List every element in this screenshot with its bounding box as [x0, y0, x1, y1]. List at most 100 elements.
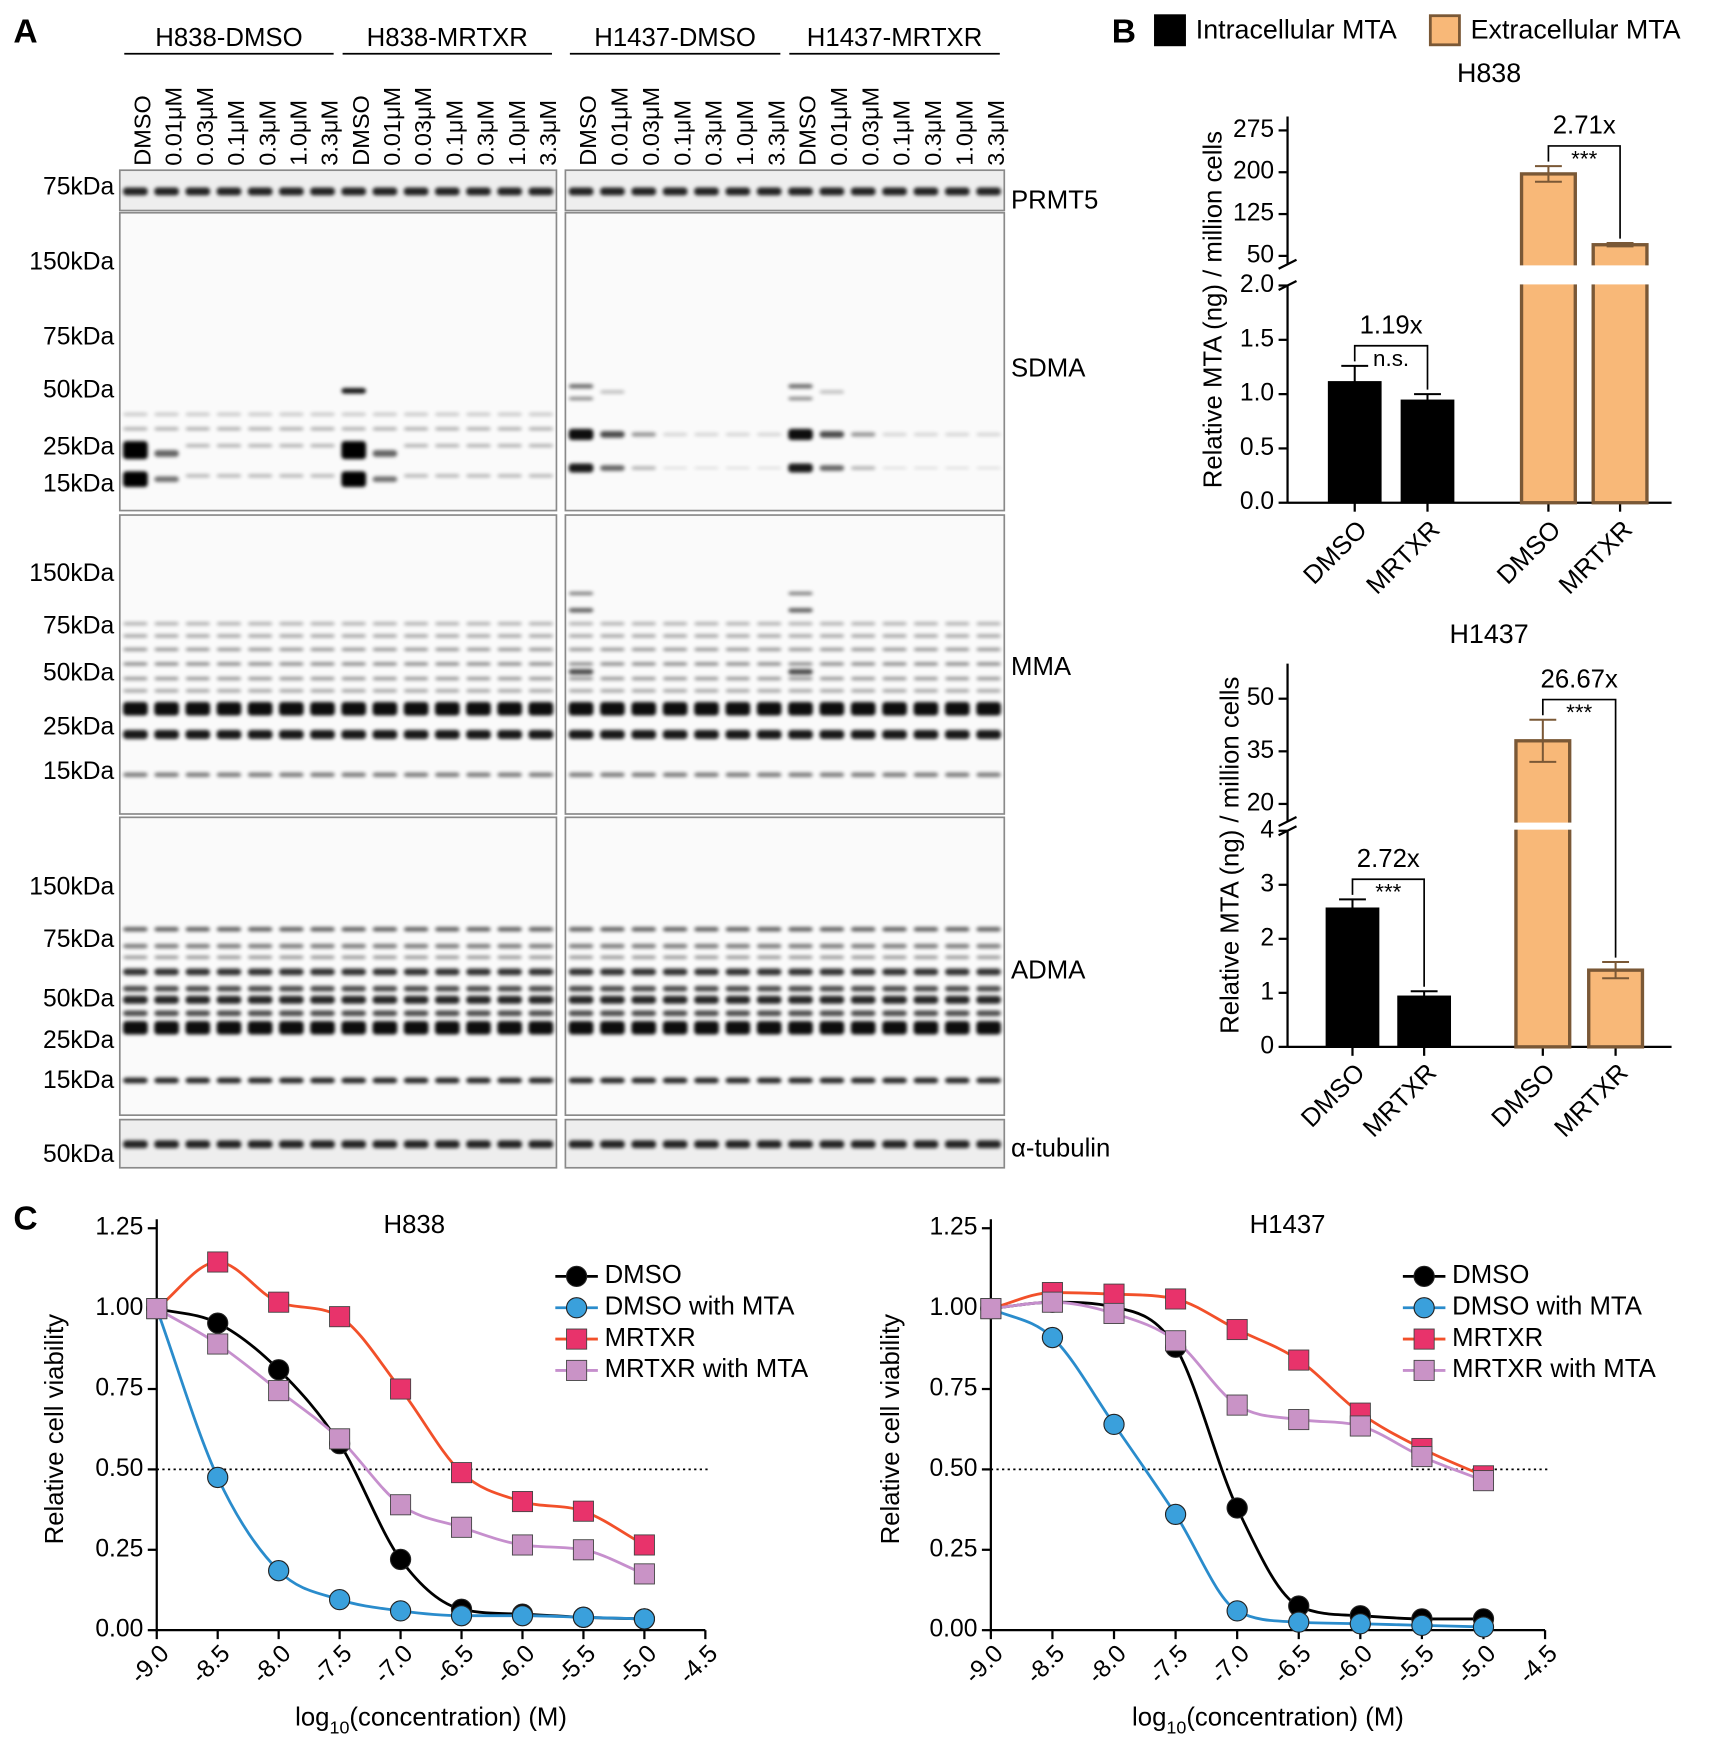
band [528, 1140, 554, 1149]
band [528, 702, 554, 716]
protein-label: α-tubulin [1011, 1135, 1110, 1163]
band [216, 412, 242, 416]
marker-label: 25kDa [43, 713, 114, 740]
band [788, 689, 813, 693]
band [185, 985, 211, 992]
band [568, 943, 594, 949]
band [756, 995, 782, 1004]
band [372, 1021, 398, 1035]
band [185, 412, 211, 416]
band [725, 702, 751, 716]
band [788, 927, 813, 932]
band [788, 396, 813, 401]
marker-label: 150kDa [29, 560, 114, 587]
x-axis-label-part: 10 [1166, 1717, 1186, 1737]
band [403, 995, 429, 1004]
y-tick-label: 0.75 [929, 1375, 977, 1402]
band [123, 471, 148, 488]
protein-label: SDMA [1011, 354, 1086, 382]
band [725, 466, 751, 470]
band [819, 676, 845, 681]
band [600, 772, 625, 778]
band [372, 955, 398, 959]
band [662, 985, 688, 992]
error-bar [1529, 718, 1557, 763]
lane-label: 0.3μM [920, 100, 946, 166]
x-axis-label-part: (concentration) (M) [349, 1703, 567, 1731]
band [403, 662, 429, 666]
lane-label: 0.3μM [473, 100, 499, 166]
band [568, 927, 594, 932]
band [497, 927, 522, 932]
band [434, 474, 460, 478]
band [341, 441, 367, 460]
band [913, 943, 939, 949]
group-label: H838-DMSO [155, 24, 302, 52]
band [882, 1140, 907, 1149]
chart-title: H838 [383, 1211, 445, 1239]
data-point [390, 1494, 412, 1516]
band [756, 634, 782, 638]
band [247, 412, 273, 416]
band [631, 466, 657, 470]
band [631, 702, 657, 716]
lane-label: 0.03μM [192, 87, 218, 166]
marker-label: 75kDa [43, 324, 114, 351]
band [528, 647, 554, 652]
lane-label: 0.03μM [410, 87, 436, 166]
band [600, 647, 625, 652]
band [756, 985, 782, 992]
band [466, 730, 491, 739]
data-point [572, 1606, 595, 1628]
x-axis-label: log10(concentration) (M) [1132, 1703, 1404, 1737]
band [662, 1077, 688, 1084]
data-point [511, 1491, 534, 1513]
band [341, 471, 367, 488]
band [466, 647, 491, 652]
y-tick-label: 1.5 [1240, 325, 1274, 352]
band [497, 412, 522, 416]
band [600, 621, 625, 626]
band [631, 662, 657, 666]
band [279, 927, 304, 932]
band [279, 621, 304, 626]
band [497, 702, 522, 716]
band [882, 702, 907, 716]
band [466, 702, 491, 716]
band [247, 1010, 273, 1017]
band [631, 955, 657, 959]
band [372, 1140, 398, 1149]
band [310, 927, 335, 932]
band [944, 943, 970, 949]
band [403, 985, 429, 992]
band [913, 676, 939, 681]
chart-title: H1437 [1450, 619, 1529, 649]
band [466, 443, 491, 448]
band [466, 634, 491, 638]
band [819, 1010, 845, 1017]
bar [1587, 968, 1645, 1049]
band [154, 450, 179, 457]
band [434, 443, 460, 448]
band [850, 927, 876, 932]
band [434, 927, 460, 932]
lane-label: 1.0μM [732, 100, 758, 166]
y-tick-label: 0.25 [95, 1535, 143, 1562]
group-label: H838-MRTXR [367, 24, 528, 52]
band [662, 943, 688, 949]
band [756, 432, 782, 437]
band [788, 1021, 813, 1035]
band [944, 730, 970, 739]
band [310, 995, 335, 1004]
band [216, 1010, 242, 1017]
band [216, 443, 242, 448]
band [913, 1077, 939, 1084]
band [341, 689, 367, 693]
band [662, 1010, 688, 1017]
band [185, 187, 211, 196]
band [216, 427, 242, 431]
band [216, 943, 242, 949]
band [944, 995, 970, 1004]
band [247, 676, 273, 681]
